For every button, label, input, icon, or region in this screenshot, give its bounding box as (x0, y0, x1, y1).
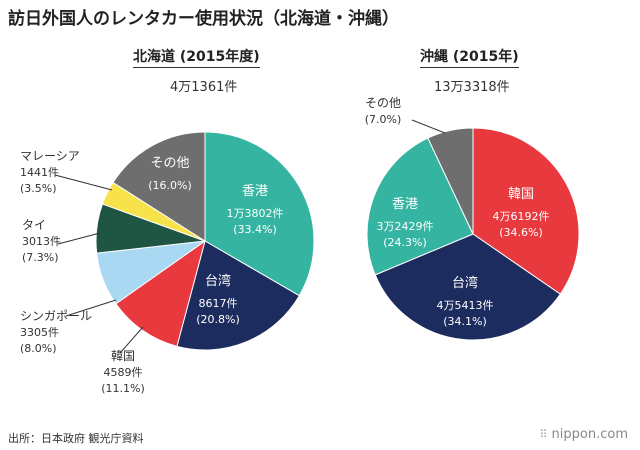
pie0-label-3-2: (8.0%) (20, 342, 57, 355)
pie0-label-5-1: 1441件 (20, 166, 59, 179)
chart-total-okinawa: 13万3318件 (434, 80, 510, 95)
pie0-label-2-0: 韓国 (111, 349, 135, 363)
pie1-label-2-2: (24.3%) (383, 236, 427, 249)
pie0-label-1-1: 8617件 (199, 297, 238, 310)
pie0-label-3-0: シンガポール (20, 309, 92, 323)
pie1-label-3-1: (7.0%) (365, 113, 402, 126)
pie1-label-1-1: 4万5413件 (437, 299, 494, 312)
pie0-label-6-0: その他 (150, 156, 189, 171)
pie0-label-1-2: (20.8%) (196, 313, 240, 326)
brand-dots-icon: ⠿ (539, 428, 548, 441)
pie1-label-1-0: 台湾 (452, 275, 478, 291)
pie1-label-1-2: (34.1%) (443, 315, 487, 328)
pie1-label-2-1: 3万2429件 (377, 220, 434, 233)
pie0-slice-0 (204, 131, 315, 297)
pie0-slice-2 (115, 239, 206, 347)
pie0-leader-2 (119, 326, 144, 354)
pie0-label-2-2: (11.1%) (101, 382, 145, 395)
pie1-label-0-1: 4万6192件 (493, 210, 550, 223)
pie1-slice-1 (374, 233, 561, 341)
source-note: 出所：日本政府 観光庁資料 (8, 432, 144, 445)
chart-total-hokkaido: 4万1361件 (170, 80, 238, 95)
pie-chart-okinawa: 韓国 4万6192件 (34.6%) 台湾 4万5413件 (34.1%) 香港 3万2429… (365, 96, 580, 341)
pie1-label-3-0: その他 (365, 96, 401, 110)
pie0-label-0-0: 香港 (242, 184, 268, 199)
pie0-leader-3 (65, 299, 117, 317)
pie0-leader-5 (54, 174, 113, 191)
pie0-label-5-2: (3.5%) (20, 182, 57, 195)
chart-title-hokkaido: 北海道 (2015年度) (133, 46, 260, 68)
pie1-slice-3 (427, 127, 474, 235)
brand-name: nippon.com (551, 427, 628, 442)
pie0-label-4-2: (7.3%) (22, 251, 59, 264)
pie0-label-4-1: 3013件 (22, 235, 61, 248)
pie1-label-0-0: 韓国 (508, 187, 534, 202)
page-title: 訪日外国人のレンタカー使用状況（北海道・沖縄） (8, 9, 399, 29)
pie0-slice-1 (176, 240, 300, 351)
pie0-slice-6 (112, 131, 206, 242)
pie0-label-6-1: (16.0%) (148, 179, 192, 192)
pie1-slice-0 (472, 127, 580, 295)
pie1-label-2-0: 香港 (392, 197, 418, 212)
pie0-label-0-1: 1万3802件 (227, 207, 284, 220)
pie0-label-1-0: 台湾 (205, 273, 231, 289)
pie1-slice-2 (366, 137, 474, 276)
pie0-label-4-0: タイ (22, 218, 46, 232)
pie0-label-0-2: (33.4%) (233, 223, 277, 236)
pie0-label-3-1: 3305件 (20, 326, 59, 339)
chart-title-okinawa: 沖縄 (2015年) (420, 46, 519, 68)
pie0-label-2-1: 4589件 (104, 366, 143, 379)
pie0-label-5-0: マレーシア (20, 149, 80, 163)
pie1-leader-3 (411, 119, 446, 134)
pie0-leader-4 (57, 232, 101, 245)
brand-logo: ⠿ nippon.com (539, 427, 628, 442)
pie1-label-0-2: (34.6%) (499, 226, 543, 239)
pie-chart-hokkaido: 香港 1万3802件 (33.4%) 台湾 8617件 (20.8%) 韓国 4589件 (11… (20, 131, 315, 395)
